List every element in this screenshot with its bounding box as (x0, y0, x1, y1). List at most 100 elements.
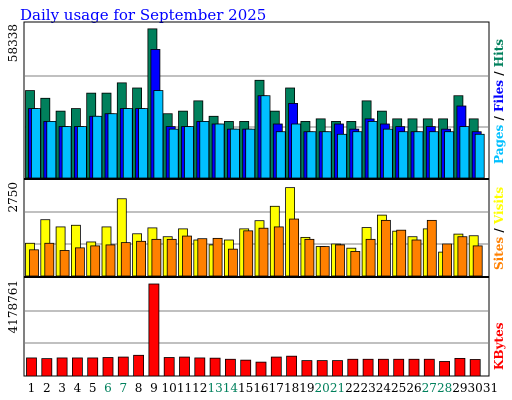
day-label-14: 14 (223, 381, 239, 395)
sites-bar-day-28 (442, 243, 453, 277)
kbytes-bar-day-28 (439, 361, 451, 377)
pages-bar-day-13 (214, 123, 225, 179)
legend-item: / (492, 67, 506, 80)
kbytes-bar-day-19 (301, 360, 313, 377)
legend-item: Files (492, 80, 506, 112)
pages-bar-day-22 (352, 131, 363, 179)
sites-bar-day-13 (212, 237, 223, 277)
sites-bar-day-8 (136, 240, 147, 277)
day-label-20: 20 (315, 381, 330, 395)
day-label-21: 21 (330, 381, 345, 395)
kbytes-bar-day-13 (209, 357, 221, 377)
kbytes-bar-day-30 (469, 359, 481, 377)
sites-bar-day-23 (365, 238, 376, 277)
day-label-27: 27 (422, 381, 437, 395)
max-label-hits-files-pages: 58338 (6, 24, 20, 62)
kbytes-bar-day-26 (408, 358, 420, 377)
legend-item: Hits (492, 39, 506, 67)
pages-bar-day-15 (245, 128, 256, 179)
sites-bar-day-25 (396, 229, 407, 277)
pages-bar-day-1 (31, 108, 41, 179)
day-label-7: 7 (119, 381, 127, 395)
sites-bar-day-1 (29, 249, 39, 277)
pages-bar-day-6 (107, 113, 118, 179)
legend-item: / (492, 224, 506, 237)
pages-bar-day-26 (413, 131, 424, 179)
pages-bar-day-2 (46, 121, 57, 179)
kbytes-bar-day-3 (56, 357, 68, 377)
day-label-13: 13 (207, 381, 222, 395)
kbytes-bar-day-12 (194, 357, 206, 377)
day-label-31: 31 (483, 381, 498, 395)
legend-item: KBytes (492, 322, 506, 370)
kbytes-bar-day-16 (255, 361, 267, 377)
pages-bar-day-21 (337, 133, 347, 179)
sites-bar-day-21 (335, 244, 345, 277)
day-label-22: 22 (345, 381, 360, 395)
pages-bar-day-8 (138, 108, 149, 179)
pages-bar-day-14 (229, 128, 240, 179)
legend-item: Pages (492, 124, 506, 164)
pages-bar-day-7 (122, 108, 133, 179)
kbytes-bar-day-6 (102, 357, 114, 377)
day-label-6: 6 (104, 381, 112, 395)
kbytes-bar-day-18 (286, 355, 298, 377)
chart-frame (23, 21, 490, 377)
legend-visits-sites: Sites / Visits (492, 187, 506, 270)
day-label-17: 17 (269, 381, 284, 395)
pages-bar-day-29 (459, 126, 470, 179)
day-label-11: 11 (177, 381, 192, 395)
kbytes-bar-day-24 (377, 358, 389, 377)
kbytes-bar-day-5 (87, 357, 99, 377)
chart-title: Daily usage for September 2025 (20, 6, 267, 24)
sites-bar-day-6 (105, 244, 116, 277)
pages-bar-day-10 (168, 128, 179, 179)
day-label-3: 3 (58, 381, 66, 395)
kbytes-bar-day-25 (393, 358, 405, 377)
day-label-10: 10 (162, 381, 177, 395)
pages-bar-day-16 (260, 95, 271, 179)
pages-bar-day-3 (61, 126, 72, 179)
pages-bar-day-28 (444, 131, 455, 179)
sites-bar-day-22 (350, 251, 361, 277)
day-label-4: 4 (74, 381, 82, 395)
pages-bar-day-9 (153, 90, 164, 179)
sites-bar-day-3 (59, 250, 70, 277)
day-label-30: 30 (468, 381, 483, 395)
pages-bar-day-25 (398, 131, 409, 179)
sites-bar-day-19 (304, 238, 315, 277)
kbytes-bar-day-11 (179, 356, 190, 377)
sites-bar-day-11 (182, 235, 192, 277)
day-label-19: 19 (299, 381, 314, 395)
sites-bar-day-10 (166, 238, 177, 277)
kbytes-bar-day-10 (163, 357, 175, 377)
day-label-16: 16 (253, 381, 268, 395)
legend-kbytes: KBytes (492, 322, 506, 370)
legend-hits-files-pages: Pages / Files / Hits (492, 39, 506, 164)
sites-bar-day-4 (75, 247, 85, 277)
max-label-visits-sites: 2750 (6, 182, 20, 213)
day-label-12: 12 (192, 381, 207, 395)
sites-bar-day-5 (90, 245, 101, 277)
sites-bar-day-2 (44, 242, 55, 277)
sites-bar-day-12 (197, 238, 208, 277)
sites-bar-day-26 (411, 239, 422, 277)
kbytes-bar-day-1 (26, 357, 37, 377)
pages-bar-day-18 (291, 123, 302, 179)
kbytes-bar-day-15 (240, 359, 252, 377)
kbytes-bar-day-27 (423, 358, 435, 377)
kbytes-bar-day-17 (270, 356, 282, 377)
day-label-8: 8 (135, 381, 143, 395)
day-label-2: 2 (43, 381, 51, 395)
legend-item: Sites (492, 237, 506, 270)
day-label-29: 29 (452, 381, 467, 395)
day-label-18: 18 (284, 381, 299, 395)
kbytes-bar-day-23 (362, 358, 374, 377)
pages-bar-day-11 (184, 126, 194, 179)
day-label-24: 24 (376, 381, 392, 395)
kbytes-bar-day-29 (454, 357, 466, 377)
pages-bar-day-24 (382, 128, 393, 179)
sites-bar-day-17 (273, 226, 284, 277)
pages-bar-day-4 (77, 126, 87, 179)
